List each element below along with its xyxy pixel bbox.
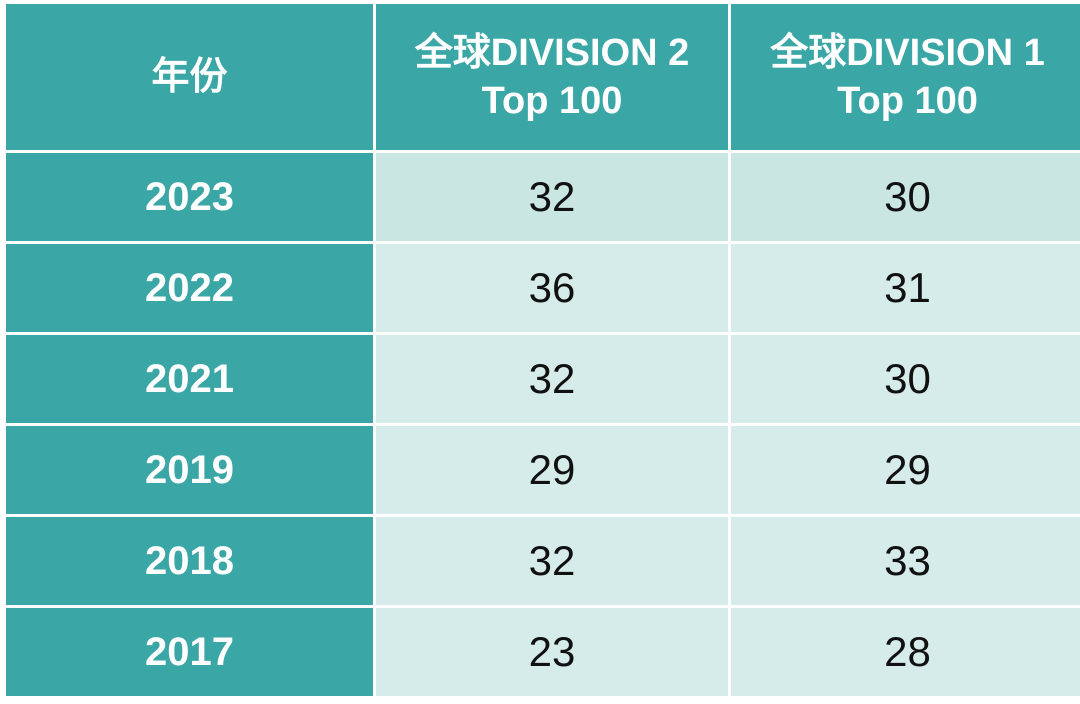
division-1-cell: 28	[731, 608, 1080, 696]
table-row: 2018 32 33	[6, 517, 1080, 605]
results-table: 年份 全球DIVISION 2 Top 100 全球DIVISION 1 Top…	[3, 1, 1080, 699]
division-1-cell: 29	[731, 426, 1080, 514]
table-row: 2022 36 31	[6, 244, 1080, 332]
row-year-cell: 2017	[6, 608, 373, 696]
division-2-cell: 23	[376, 608, 728, 696]
row-year-cell: 2019	[6, 426, 373, 514]
table-row: 2017 23 28	[6, 608, 1080, 696]
row-year-cell: 2022	[6, 244, 373, 332]
header-row: 年份 全球DIVISION 2 Top 100 全球DIVISION 1 Top…	[6, 4, 1080, 150]
division-2-cell: 29	[376, 426, 728, 514]
header-division-2: 全球DIVISION 2 Top 100	[376, 4, 728, 150]
division-1-cell: 33	[731, 517, 1080, 605]
row-year-cell: 2021	[6, 335, 373, 423]
table-row: 2023 32 30	[6, 153, 1080, 241]
results-table-container: 年份 全球DIVISION 2 Top 100 全球DIVISION 1 Top…	[3, 1, 1080, 702]
division-1-cell: 30	[731, 153, 1080, 241]
table-row: 2021 32 30	[6, 335, 1080, 423]
header-division-1-line1: 全球DIVISION 1	[770, 32, 1045, 74]
division-2-cell: 32	[376, 335, 728, 423]
header-division-1-line2: Top 100	[837, 80, 978, 122]
division-1-cell: 30	[731, 335, 1080, 423]
header-division-2-line2: Top 100	[481, 80, 623, 122]
table-row: 2019 29 29	[6, 426, 1080, 514]
division-2-cell: 32	[376, 517, 728, 605]
division-2-cell: 36	[376, 244, 728, 332]
division-1-cell: 31	[731, 244, 1080, 332]
header-division-1: 全球DIVISION 1 Top 100	[731, 4, 1080, 150]
header-year-label: 年份	[151, 56, 228, 98]
header-year: 年份	[6, 4, 373, 150]
row-year-cell: 2018	[6, 517, 373, 605]
division-2-cell: 32	[376, 153, 728, 241]
row-year-cell: 2023	[6, 153, 373, 241]
header-division-2-line1: 全球DIVISION 2	[414, 32, 690, 74]
